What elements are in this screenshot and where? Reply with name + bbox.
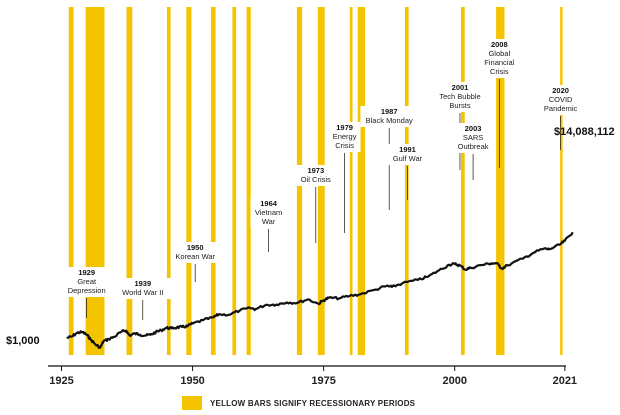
annotation-year: 1950 bbox=[187, 243, 204, 252]
end-value-label: $14,088,112 bbox=[554, 126, 615, 138]
annotation-background bbox=[387, 144, 428, 165]
x-tick-label: 1925 bbox=[49, 375, 73, 387]
recession-bar bbox=[461, 7, 465, 355]
annotation-year: 1939 bbox=[134, 279, 151, 288]
annotation-year: 2001 bbox=[452, 83, 469, 92]
annotation-background bbox=[476, 39, 522, 78]
annotation-background bbox=[360, 106, 418, 127]
annotation-year: 2003 bbox=[465, 124, 482, 133]
start-value-label: $1,000 bbox=[6, 335, 40, 347]
recession-bar bbox=[232, 7, 237, 355]
annotation-text: Gulf War bbox=[393, 154, 423, 163]
annotation-year: 1987 bbox=[381, 107, 398, 116]
recession-bar bbox=[349, 7, 353, 355]
recession-bar bbox=[126, 7, 133, 355]
annotation-text: Depression bbox=[68, 286, 106, 295]
recession-bar bbox=[210, 7, 216, 355]
annotation-text: Crisis bbox=[490, 67, 509, 76]
annotation-text: World War II bbox=[122, 288, 163, 297]
annotation-text: Korean War bbox=[175, 252, 215, 261]
annotation-background bbox=[114, 278, 172, 299]
growth-line bbox=[66, 231, 574, 349]
annotation-background bbox=[170, 242, 220, 263]
annotation-text: Pandemic bbox=[544, 104, 578, 113]
annotation-text: Bursts bbox=[449, 101, 471, 110]
recession-bar bbox=[166, 7, 171, 355]
annotation-text: SARS bbox=[463, 133, 483, 142]
x-tick-label: 1950 bbox=[180, 375, 204, 387]
recession-bar bbox=[560, 7, 563, 355]
annotation-background bbox=[540, 85, 581, 115]
annotation-text: Black Monday bbox=[366, 116, 413, 125]
annotation-background bbox=[452, 123, 494, 153]
annotation-year: 2008 bbox=[491, 40, 508, 49]
x-tick-label: 2000 bbox=[442, 375, 466, 387]
annotation-background bbox=[328, 122, 361, 152]
x-tick-label: 1975 bbox=[311, 375, 335, 387]
annotation-year: 1929 bbox=[78, 268, 95, 277]
annotation-text: Oil Crisis bbox=[301, 175, 331, 184]
annotation-background bbox=[250, 198, 287, 228]
annotation-text: Tech Bubble bbox=[439, 92, 480, 101]
annotation-text: Crisis bbox=[335, 141, 354, 150]
annotation-year: 1979 bbox=[336, 123, 353, 132]
annotation-text: Vietnam bbox=[255, 208, 282, 217]
x-tick-label: 2021 bbox=[553, 375, 577, 387]
annotation-text: COVID bbox=[549, 95, 573, 104]
annotation-text: War bbox=[262, 217, 276, 226]
legend-text: YELLOW BARS SIGNIFY RECESSIONARY PERIODS bbox=[210, 399, 416, 408]
annotation-text: Global bbox=[488, 49, 510, 58]
recession-bar bbox=[68, 7, 74, 355]
annotation-text: Energy bbox=[333, 132, 357, 141]
annotation-year: 1964 bbox=[260, 199, 278, 208]
recession-bar bbox=[186, 7, 192, 355]
annotation-background bbox=[433, 82, 487, 112]
annotation-text: Outbreak bbox=[458, 142, 489, 151]
recession-bar bbox=[85, 7, 105, 355]
recession-bar bbox=[496, 7, 505, 355]
recession-bar bbox=[246, 7, 251, 355]
recession-bar bbox=[357, 7, 365, 355]
annotation-text: Great bbox=[77, 277, 97, 286]
annotation-year: 1973 bbox=[307, 166, 324, 175]
annotation-background bbox=[62, 267, 112, 297]
annotation-year: 1991 bbox=[399, 145, 416, 154]
recession-bar bbox=[404, 7, 409, 355]
annotation-text: Financial bbox=[484, 58, 514, 67]
x-axis-ticks: 1925 1950 1975 2000 2021 bbox=[49, 366, 577, 387]
annotation-year: 2020 bbox=[552, 86, 569, 95]
annotation-background bbox=[291, 165, 341, 186]
legend-swatch bbox=[182, 396, 202, 410]
